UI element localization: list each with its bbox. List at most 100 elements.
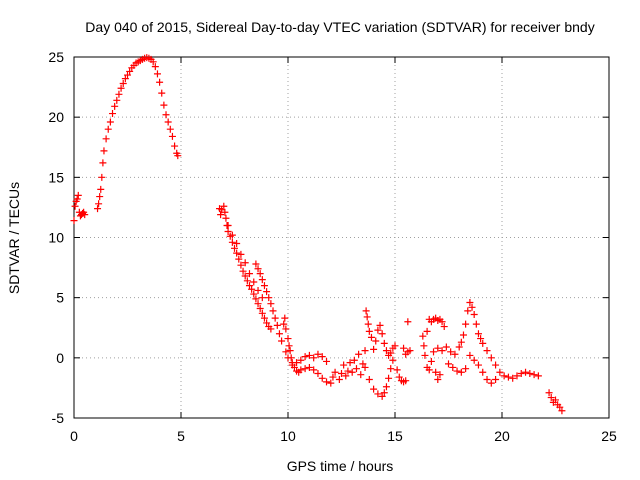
data-point: [104, 125, 112, 133]
data-point: [254, 286, 262, 294]
data-point: [552, 396, 559, 404]
y-tick-label: 0: [56, 350, 64, 366]
data-point: [286, 347, 294, 355]
data-point: [350, 356, 358, 364]
y-tick-label: 20: [48, 109, 64, 125]
data-point: [427, 357, 435, 365]
data-point: [352, 365, 360, 373]
data-point: [258, 276, 266, 284]
data-point: [342, 372, 350, 380]
data-point: [228, 238, 236, 246]
data-point: [269, 307, 277, 315]
data-point: [468, 303, 476, 311]
data-point: [113, 96, 121, 104]
data-point: [310, 354, 318, 362]
y-tick-label: 25: [48, 49, 64, 65]
data-point: [263, 288, 271, 296]
data-point: [96, 193, 104, 201]
data-point: [241, 272, 249, 280]
data-point: [363, 313, 371, 321]
data-point: [362, 307, 370, 315]
data-point: [387, 349, 395, 357]
data-point: [466, 351, 474, 359]
data-point: [457, 338, 465, 346]
data-point: [301, 365, 309, 373]
data-point: [119, 79, 127, 87]
data-point: [459, 331, 467, 339]
data-point: [267, 325, 275, 333]
data-point: [237, 261, 245, 269]
data-point: [273, 321, 281, 329]
data-point: [318, 353, 326, 361]
data-point: [374, 326, 382, 334]
data-point: [74, 191, 82, 199]
data-point: [243, 277, 251, 285]
data-point: [387, 365, 395, 373]
data-point: [438, 347, 446, 355]
data-point: [237, 250, 245, 258]
data-point: [419, 332, 427, 340]
data-point: [252, 295, 260, 303]
data-point: [220, 202, 228, 210]
data-point: [393, 366, 401, 374]
x-axis-label: GPS time / hours: [287, 458, 394, 474]
data-point: [282, 348, 290, 356]
data-point: [367, 333, 375, 341]
data-point: [372, 337, 380, 345]
data-point: [402, 377, 410, 385]
data-point: [462, 320, 470, 328]
data-point: [245, 282, 253, 290]
data-point: [250, 290, 258, 298]
data-point: [124, 71, 131, 79]
data-point: [260, 282, 268, 290]
data-point: [432, 368, 440, 376]
data-point: [111, 102, 119, 110]
data-point: [359, 360, 367, 368]
data-point: [370, 385, 378, 393]
data-point: [162, 111, 170, 119]
data-point: [171, 142, 179, 150]
data-point: [380, 339, 388, 347]
data-point: [310, 366, 318, 374]
data-point: [301, 353, 309, 361]
x-tick-label: 5: [177, 428, 185, 444]
data-point: [376, 321, 384, 329]
data-point: [492, 361, 500, 369]
data-point: [357, 371, 365, 379]
data-point: [348, 368, 356, 376]
data-point: [391, 342, 399, 350]
data-point: [281, 314, 289, 322]
data-point: [479, 368, 487, 376]
data-point: [382, 347, 390, 355]
data-point: [323, 378, 331, 386]
data-point: [355, 350, 363, 358]
data-point: [106, 118, 114, 126]
data-point: [509, 374, 517, 382]
data-point: [420, 342, 428, 350]
data-point: [285, 342, 293, 350]
data-point: [477, 335, 485, 343]
x-tick-label: 10: [280, 428, 296, 444]
data-point: [436, 371, 444, 379]
data-point: [314, 369, 322, 377]
data-point: [158, 89, 166, 97]
data-point: [558, 407, 566, 415]
data-point: [331, 368, 339, 376]
data-point: [453, 367, 461, 375]
data-point: [71, 202, 79, 210]
data-point: [545, 389, 553, 397]
data-point: [151, 63, 159, 71]
data-point: [278, 337, 286, 345]
data-point: [280, 320, 288, 328]
data-point: [449, 363, 457, 371]
data-point: [245, 270, 253, 278]
data-point: [260, 314, 268, 322]
data-point: [166, 125, 174, 133]
data-point: [344, 367, 352, 375]
data-point: [267, 300, 275, 308]
data-point: [464, 307, 472, 315]
data-point: [382, 383, 390, 391]
data-point: [517, 369, 525, 377]
data-point: [94, 205, 102, 213]
data-point: [470, 311, 478, 319]
